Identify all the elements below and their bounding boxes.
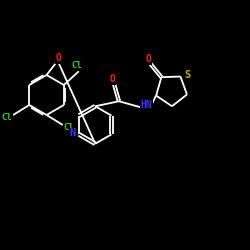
Text: N: N	[70, 128, 76, 138]
Text: O: O	[110, 74, 116, 84]
Text: HN: HN	[140, 100, 152, 110]
Text: S: S	[184, 70, 190, 80]
Text: Cl: Cl	[64, 123, 74, 132]
Text: O: O	[56, 53, 62, 63]
Text: Cl: Cl	[71, 61, 82, 70]
Text: Cl: Cl	[2, 113, 12, 122]
Text: O: O	[146, 54, 152, 64]
